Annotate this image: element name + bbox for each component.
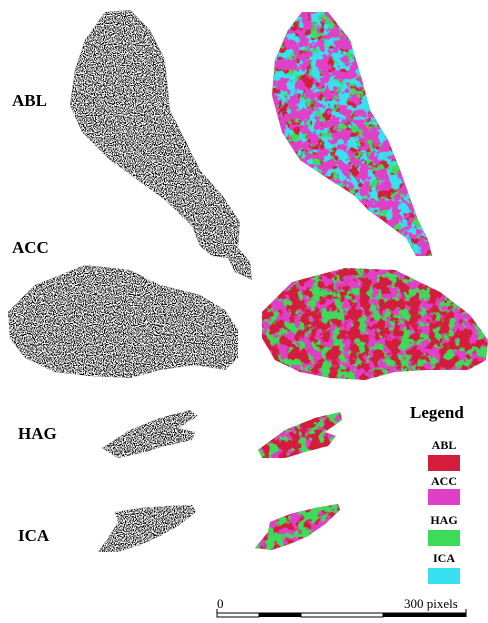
ica-texture-map xyxy=(98,505,196,552)
legend-label-hag: HAG xyxy=(430,513,458,527)
legend-swatch-hag xyxy=(428,530,460,546)
hag-texture-map xyxy=(102,410,198,458)
legend-swatch-abl xyxy=(428,455,460,471)
legend-label-ica: ICA xyxy=(432,551,455,565)
legend-swatch-ica xyxy=(428,568,460,584)
acc-classified-map xyxy=(262,268,488,380)
label-hag: HAG xyxy=(18,424,57,443)
legend-label-abl: ABL xyxy=(431,438,457,452)
legend-swatch-acc xyxy=(428,489,460,505)
legend-title: Legend xyxy=(410,403,464,422)
hag-classified-map xyxy=(258,412,342,458)
ica-classified-map xyxy=(255,504,340,550)
abl-classified-map xyxy=(272,12,432,256)
scale-start-label: 0 xyxy=(217,596,224,611)
legend-label-acc: ACC xyxy=(431,474,457,488)
acc-texture-map xyxy=(8,265,238,378)
label-abl: ABL xyxy=(12,91,47,110)
scale-end-label: 300 pixels xyxy=(404,596,458,611)
abl-texture-map xyxy=(70,10,252,280)
label-ica: ICA xyxy=(18,526,50,545)
scale-bar xyxy=(216,609,467,618)
label-acc: ACC xyxy=(12,238,49,257)
